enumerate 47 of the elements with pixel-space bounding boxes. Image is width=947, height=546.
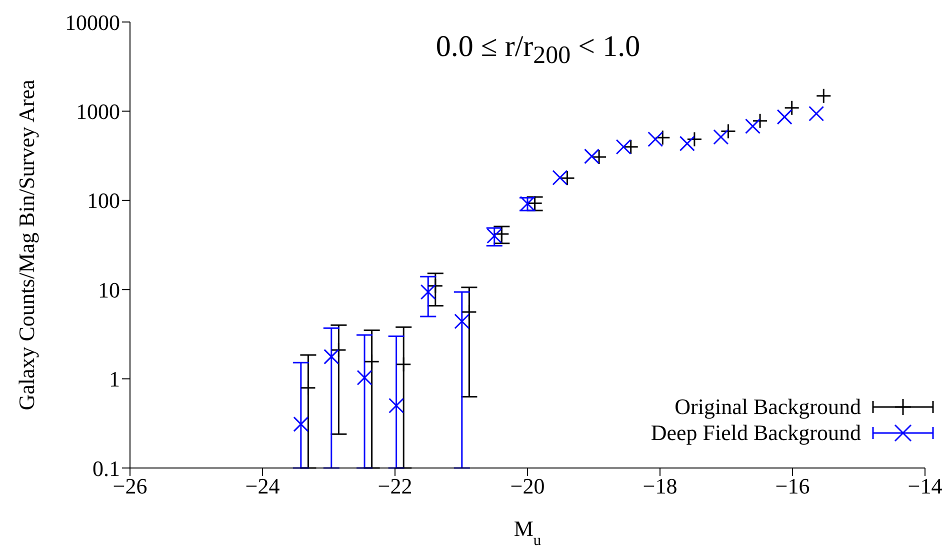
point <box>752 113 768 129</box>
point <box>584 148 600 164</box>
point <box>720 124 736 139</box>
point <box>816 88 832 104</box>
point <box>300 380 316 396</box>
y-tick-label: 1 <box>109 366 120 392</box>
x-tick-label: −22 <box>378 474 412 499</box>
point <box>808 106 824 122</box>
point <box>330 342 346 358</box>
point <box>679 136 695 152</box>
legend-label: Original Background <box>674 394 861 420</box>
x-axis-title: M$_{u}$ <box>514 516 542 546</box>
x-tick-label: −16 <box>775 474 810 499</box>
point <box>324 348 340 364</box>
point <box>428 278 444 294</box>
point <box>713 129 729 145</box>
point <box>776 109 792 125</box>
point <box>461 304 477 320</box>
x-tick-label: −20 <box>510 474 545 499</box>
point <box>552 170 568 186</box>
point <box>654 130 670 146</box>
point <box>388 398 404 414</box>
x-tick-label: −18 <box>642 474 678 499</box>
legend-label: Deep Field Background <box>650 420 861 446</box>
y-axis-title: Galaxy Counts/Mag Bin/Survey Area <box>14 79 39 410</box>
point <box>420 284 436 300</box>
point <box>364 354 380 370</box>
point <box>686 132 702 148</box>
chart-title: 0.0 ≤ r/r$_{200}$ < 1.0 <box>434 30 642 70</box>
point <box>784 100 800 116</box>
point <box>591 149 607 165</box>
x-tick-label: −24 <box>245 474 280 499</box>
y-tick-label: 10000 <box>65 10 120 35</box>
point <box>616 139 632 155</box>
y-tick-label: 0.1 <box>92 456 120 481</box>
point <box>648 131 664 147</box>
point <box>293 416 309 432</box>
y-tick-label: 1000 <box>76 99 120 124</box>
point <box>560 170 575 186</box>
point <box>623 139 639 155</box>
y-tick-label: 100 <box>87 188 120 214</box>
x-tick-label: −14 <box>908 474 942 499</box>
y-tick-label: 10 <box>98 277 120 302</box>
point <box>356 370 372 386</box>
point <box>396 356 412 372</box>
point <box>745 118 760 134</box>
point <box>454 314 470 330</box>
